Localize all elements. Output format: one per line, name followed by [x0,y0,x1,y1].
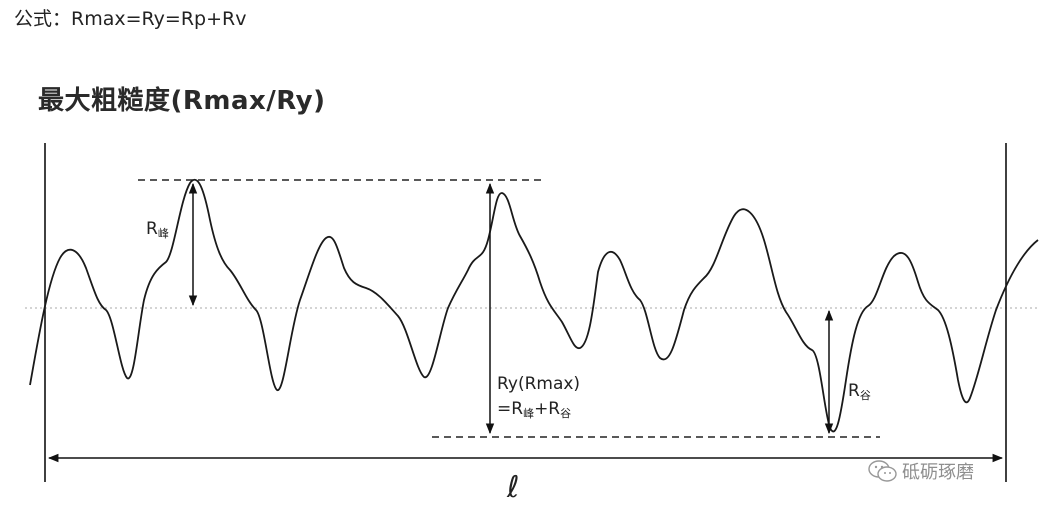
ry-label-line2: =R峰+R谷 [497,399,571,420]
r-valley-label: R谷 [848,381,871,402]
r-peak-label: R峰 [146,219,169,240]
watermark-text: 砥砺琢磨 [902,462,974,483]
figure-title: 最大粗糙度(Rmax/Ry) [38,86,326,116]
watermark: 砥砺琢磨 [868,458,974,484]
sampling-length-symbol: ℓ [506,470,519,505]
ry-label-line1: Ry(Rmax) [497,374,580,394]
wechat-icon [868,460,897,482]
formula-text: 公式：Rmax=Ry=Rp+Rv [14,8,247,30]
roughness-profile-curve [29,179,1039,433]
